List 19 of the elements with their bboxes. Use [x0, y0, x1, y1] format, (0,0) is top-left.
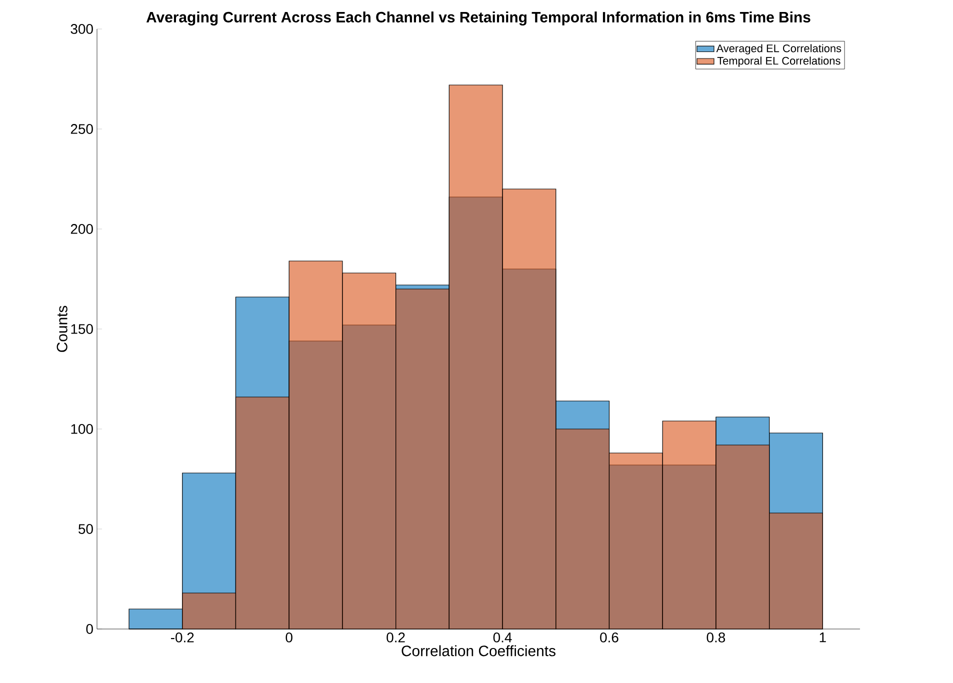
x-tick-label: 0: [286, 632, 292, 642]
y-tick-label: 250: [70, 124, 93, 134]
x-tick-label: 0.8: [706, 632, 726, 642]
y-tick-label: 100: [71, 424, 93, 434]
y-tick-label: 300: [70, 24, 93, 34]
y-tick-label: 50: [78, 524, 93, 534]
x-tick-label: 0.6: [600, 632, 618, 642]
legend-label: Averaged EL Correlations: [716, 44, 842, 54]
x-tick-label: 1: [820, 632, 826, 642]
x-axis-title: Correlation Coefficients: [402, 645, 556, 656]
y-tick-label: 200: [70, 224, 93, 234]
x-tick-label: -0.2: [170, 632, 194, 642]
x-tick-label: 0.4: [493, 632, 512, 642]
x-tick-label: 0.2: [386, 632, 405, 642]
legend-label: Temporal EL Correlations: [717, 56, 840, 67]
y-tick-label: 0: [86, 624, 93, 634]
y-tick-label: 150: [71, 324, 93, 334]
chart-title: Averaging Current Across Each Channel vs Retaining Temporal Information in 6ms Time Bins: [146, 12, 810, 26]
y-axis-title: Counts: [56, 306, 68, 352]
